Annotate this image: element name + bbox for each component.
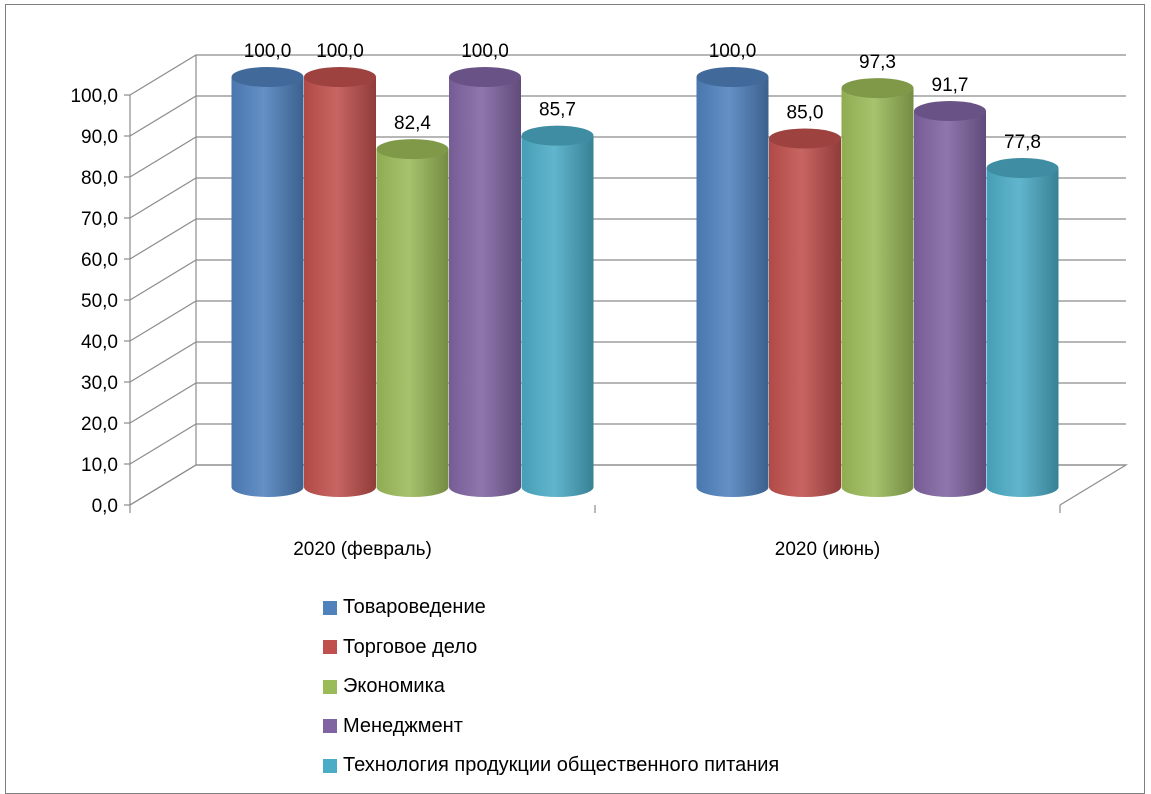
data-label: 77,8 (1004, 132, 1041, 153)
bar (521, 135, 594, 497)
bar-top (521, 125, 594, 146)
y-tick-label: 70,0 (81, 209, 118, 230)
data-label: 85,0 (787, 103, 824, 124)
legend-label: Торговое дело (343, 635, 478, 658)
data-label: 100,0 (316, 41, 364, 62)
data-labels: 100,0 100,0 82,4 100,0 85,7 100,0 85,0 97,3 91,7… (244, 41, 1041, 153)
bar-top (449, 67, 521, 87)
bar-top (304, 67, 376, 87)
bars (231, 67, 1059, 497)
y-tick-label: 20,0 (81, 414, 118, 435)
legend-item: Товароведение (323, 588, 779, 628)
bar-top (986, 158, 1059, 179)
bar-top (914, 101, 986, 122)
legend-item: Экономика (323, 667, 779, 707)
legend-label: Технология продукции общественного питан… (343, 754, 780, 777)
bar (769, 138, 841, 497)
bar (986, 168, 1059, 497)
data-label: 97,3 (859, 52, 896, 73)
bar-top (841, 78, 914, 99)
bar (696, 77, 769, 497)
gridline (129, 95, 1126, 137)
legend-swatch (323, 719, 337, 734)
bar (841, 88, 914, 497)
legend-swatch (323, 758, 337, 773)
bar-top (231, 67, 304, 87)
y-tick-label: 100,0 (70, 86, 118, 107)
data-label: 85,7 (539, 100, 576, 121)
y-tick-label: 0,0 (92, 496, 118, 517)
bar (304, 77, 376, 497)
data-label: 100,0 (244, 41, 292, 62)
legend-label: Экономика (343, 675, 445, 698)
bar (914, 111, 986, 497)
y-tick-label: 50,0 (81, 291, 118, 312)
gridline (129, 54, 1126, 96)
data-label: 91,7 (932, 75, 969, 96)
data-label: 100,0 (709, 41, 757, 62)
legend: Товароведение Торговое дело Экономика Менед… (323, 588, 779, 786)
legend-item: Менеджмент (323, 707, 779, 747)
legend-label: Менеджмент (343, 714, 463, 737)
data-label: 82,4 (394, 113, 431, 134)
y-tick-label: 90,0 (81, 127, 118, 148)
bar (231, 77, 304, 497)
y-axis-ticks: 0,0 10,0 20,0 30,0 40,0 50,0 60,0 70,0 80,0 90,0 1… (70, 86, 131, 517)
y-tick-label: 30,0 (81, 373, 118, 394)
bar-top (769, 128, 841, 149)
x-axis: 2020 (февраль) 2020 (июнь) (129, 505, 1061, 560)
x-category-label: 2020 (июнь) (775, 539, 880, 560)
y-tick-label: 40,0 (81, 332, 118, 353)
legend-swatch (323, 640, 337, 655)
y-tick-label: 80,0 (81, 168, 118, 189)
y-tick-label: 60,0 (81, 250, 118, 271)
legend-swatch (323, 679, 337, 694)
x-category-label: 2020 (февраль) (293, 539, 432, 560)
y-tick-label: 10,0 (81, 455, 118, 476)
bar-top (696, 67, 769, 87)
bar-top (376, 139, 449, 160)
data-label: 100,0 (461, 41, 509, 62)
bar (449, 77, 521, 497)
legend-swatch (323, 600, 337, 615)
legend-item: Технология продукции общественного питан… (323, 746, 779, 786)
bar (376, 149, 449, 497)
legend-label: Товароведение (343, 596, 486, 619)
legend-item: Торговое дело (323, 628, 779, 668)
